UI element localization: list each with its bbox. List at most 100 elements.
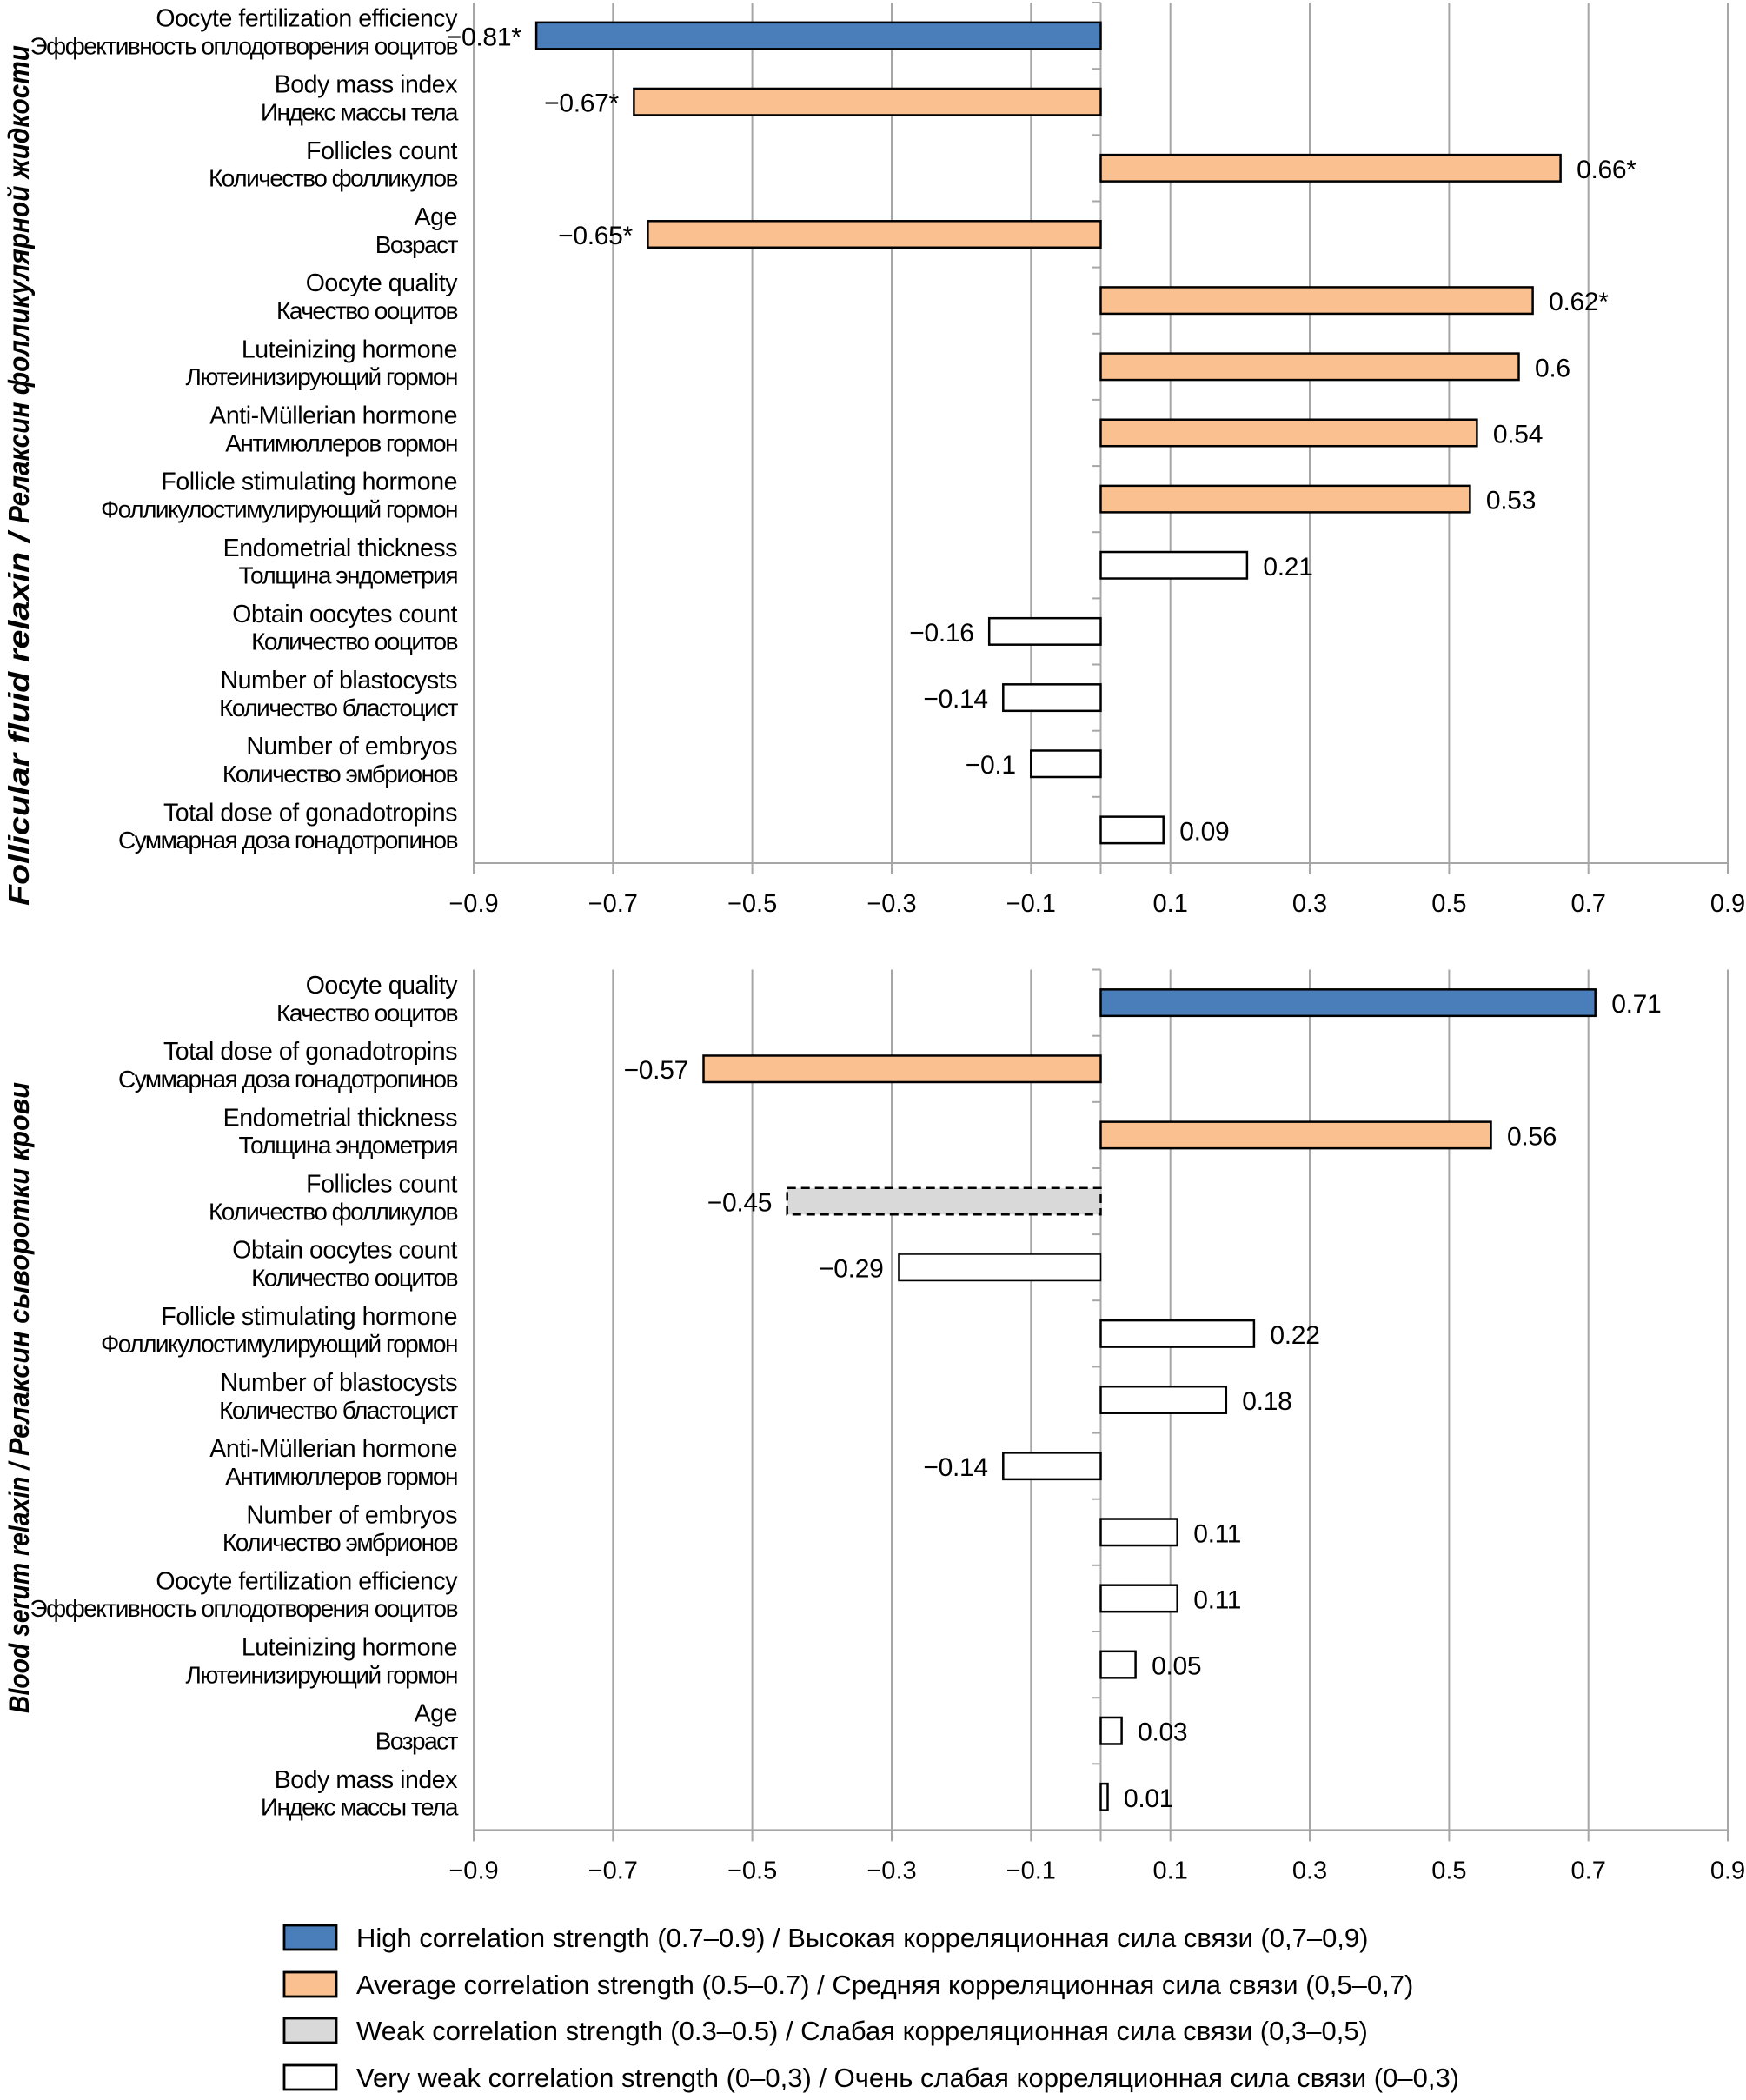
svg-text:Суммарная доза гонадотропинов: Суммарная доза гонадотропинов <box>118 827 458 854</box>
svg-text:0.18: 0.18 <box>1242 1387 1291 1416</box>
svg-text:Антимюллеров гормон: Антимюллеров гормон <box>225 1463 457 1490</box>
svg-text:Follicles count: Follicles count <box>306 137 457 165</box>
svg-text:−0.7: −0.7 <box>588 1857 638 1884</box>
svg-text:0.01: 0.01 <box>1124 1784 1173 1813</box>
svg-text:0.7: 0.7 <box>1571 890 1606 918</box>
svg-text:Anti-Müllerian hormone: Anti-Müllerian hormone <box>209 1435 457 1463</box>
svg-text:−0.67*: −0.67* <box>544 90 619 118</box>
svg-text:0.3: 0.3 <box>1292 1857 1327 1884</box>
svg-text:−0.5: −0.5 <box>727 1857 777 1884</box>
svg-text:−0.14: −0.14 <box>923 1453 987 1482</box>
svg-text:Количество фолликулов: Количество фолликулов <box>209 1198 458 1225</box>
svg-text:Oocyte quality: Oocyte quality <box>306 269 458 297</box>
svg-text:−0.65*: −0.65* <box>558 222 633 250</box>
svg-text:Качество ооцитов: Качество ооцитов <box>276 297 458 324</box>
svg-text:Obtain oocytes count: Obtain oocytes count <box>232 1237 457 1265</box>
svg-text:Number of blastocysts: Number of blastocysts <box>221 667 458 694</box>
svg-text:0.9: 0.9 <box>1710 1857 1745 1884</box>
svg-text:−0.5: −0.5 <box>727 890 777 918</box>
svg-text:Лютеинизирующий гормон: Лютеинизирующий гормон <box>186 363 457 390</box>
svg-text:Number of embryos: Number of embryos <box>246 1501 457 1529</box>
svg-text:Weak correlation strength (0.3: Weak correlation strength (0.3–0.5) / Сл… <box>356 2016 1368 2046</box>
svg-text:−0.7: −0.7 <box>588 890 638 918</box>
svg-text:Follicles count: Follicles count <box>306 1171 457 1199</box>
svg-text:0.22: 0.22 <box>1270 1321 1319 1350</box>
svg-text:Endometrial thickness: Endometrial thickness <box>223 1104 458 1132</box>
svg-text:−0.1: −0.1 <box>1006 890 1056 918</box>
svg-text:0.21: 0.21 <box>1263 553 1312 581</box>
svg-text:0.56: 0.56 <box>1507 1122 1557 1151</box>
svg-text:Эффективность оплодотворения о: Эффективность оплодотворения ооцитов <box>30 32 458 59</box>
svg-text:0.03: 0.03 <box>1138 1718 1187 1747</box>
svg-text:Oocyte fertilization efficienc: Oocyte fertilization efficiency <box>156 1567 458 1595</box>
svg-text:Number of blastocysts: Number of blastocysts <box>221 1369 458 1397</box>
svg-text:−0.3: −0.3 <box>866 1857 916 1884</box>
svg-text:Количество ооцитов: Количество ооцитов <box>251 628 458 655</box>
svg-text:Толщина эндометрия: Толщина эндометрия <box>239 562 458 589</box>
svg-text:Age: Age <box>415 203 457 231</box>
svg-text:−0.16: −0.16 <box>909 619 973 648</box>
svg-text:Толщина эндометрия: Толщина эндометрия <box>239 1132 458 1159</box>
svg-text:0.3: 0.3 <box>1292 890 1327 918</box>
svg-text:0.1: 0.1 <box>1153 890 1188 918</box>
svg-text:Возраст: Возраст <box>375 231 459 258</box>
svg-text:Follicle stimulating hormone: Follicle stimulating hormone <box>161 469 457 496</box>
svg-text:0.05: 0.05 <box>1152 1652 1201 1681</box>
svg-text:Follicular fluid relaxin / Рел: Follicular fluid relaxin / Релаксин фолл… <box>3 45 35 906</box>
svg-text:Антимюллеров гормон: Антимюллеров гормон <box>225 429 457 456</box>
svg-text:0.6: 0.6 <box>1535 354 1570 382</box>
svg-text:Количество бластоцист: Количество бластоцист <box>219 1397 459 1424</box>
svg-text:0.5: 0.5 <box>1431 1857 1466 1884</box>
svg-text:−0.1: −0.1 <box>966 751 1016 780</box>
svg-text:0.53: 0.53 <box>1486 487 1536 515</box>
svg-text:Body mass index: Body mass index <box>275 1766 457 1794</box>
svg-text:−0.57: −0.57 <box>624 1056 688 1085</box>
svg-text:Total dose of gonadotropins: Total dose of gonadotropins <box>163 799 457 827</box>
svg-text:High correlation strength (0.7: High correlation strength (0.7–0.9) / Вы… <box>356 1923 1368 1953</box>
svg-text:Obtain oocytes count: Obtain oocytes count <box>232 601 457 628</box>
svg-text:Количество ооцитов: Количество ооцитов <box>251 1265 458 1292</box>
svg-text:Количество бластоцист: Количество бластоцист <box>219 694 459 721</box>
svg-text:Follicle stimulating hormone: Follicle stimulating hormone <box>161 1303 457 1331</box>
svg-text:Возраст: Возраст <box>375 1728 459 1755</box>
svg-text:Количество эмбрионов: Количество эмбрионов <box>222 1529 458 1556</box>
svg-text:Luteinizing hormone: Luteinizing hormone <box>242 336 457 363</box>
svg-text:Endometrial thickness: Endometrial thickness <box>223 535 458 562</box>
svg-text:−0.45: −0.45 <box>707 1189 772 1218</box>
svg-text:−0.1: −0.1 <box>1006 1857 1056 1884</box>
svg-text:Anti-Müllerian hormone: Anti-Müllerian hormone <box>209 402 457 430</box>
svg-text:0.66*: 0.66* <box>1577 156 1636 184</box>
svg-text:0.7: 0.7 <box>1571 1857 1606 1884</box>
svg-text:0.54: 0.54 <box>1493 421 1543 449</box>
svg-text:Blood serum relaxin / Релаксин: Blood serum relaxin / Релаксин сыворотки… <box>3 1082 35 1713</box>
svg-text:Average correlation strength (: Average correlation strength (0.5–0.7) /… <box>356 1970 1413 2000</box>
svg-text:0.62*: 0.62* <box>1549 288 1609 316</box>
svg-text:Luteinizing hormone: Luteinizing hormone <box>242 1634 457 1662</box>
svg-text:Number of embryos: Number of embryos <box>246 733 457 761</box>
svg-text:Количество фолликулов: Количество фолликулов <box>209 165 458 192</box>
svg-text:0.11: 0.11 <box>1193 1519 1241 1548</box>
svg-text:Body mass index: Body mass index <box>275 71 457 99</box>
svg-text:0.11: 0.11 <box>1193 1585 1241 1614</box>
svg-text:0.71: 0.71 <box>1611 990 1661 1019</box>
svg-text:Фолликулостимулирующий гормон: Фолликулостимулирующий гормон <box>101 1331 457 1358</box>
svg-text:0.9: 0.9 <box>1710 890 1745 918</box>
svg-text:−0.29: −0.29 <box>819 1255 883 1284</box>
svg-text:Индекс массы тела: Индекс массы тела <box>261 99 459 126</box>
svg-text:Индекс массы тела: Индекс массы тела <box>261 1794 459 1821</box>
svg-text:−0.9: −0.9 <box>448 1857 498 1884</box>
svg-text:Very weak correlation strength: Very weak correlation strength (0–0,3) /… <box>356 2063 1459 2093</box>
svg-text:0.1: 0.1 <box>1153 1857 1188 1884</box>
svg-text:Oocyte fertilization efficienc: Oocyte fertilization efficiency <box>156 5 458 33</box>
svg-text:Суммарная доза гонадотропинов: Суммарная доза гонадотропинов <box>118 1066 458 1093</box>
svg-text:−0.3: −0.3 <box>866 890 916 918</box>
svg-text:0.5: 0.5 <box>1431 890 1466 918</box>
svg-text:−0.9: −0.9 <box>448 890 498 918</box>
svg-text:Качество ооцитов: Качество ооцитов <box>276 1000 458 1027</box>
svg-text:Лютеинизирующий гормон: Лютеинизирующий гормон <box>186 1661 457 1688</box>
svg-text:0.09: 0.09 <box>1179 817 1229 846</box>
svg-text:Oocyte quality: Oocyte quality <box>306 972 458 1000</box>
svg-text:−0.81*: −0.81* <box>447 23 521 52</box>
svg-text:Total dose of gonadotropins: Total dose of gonadotropins <box>163 1038 457 1066</box>
svg-text:−0.14: −0.14 <box>923 685 987 714</box>
